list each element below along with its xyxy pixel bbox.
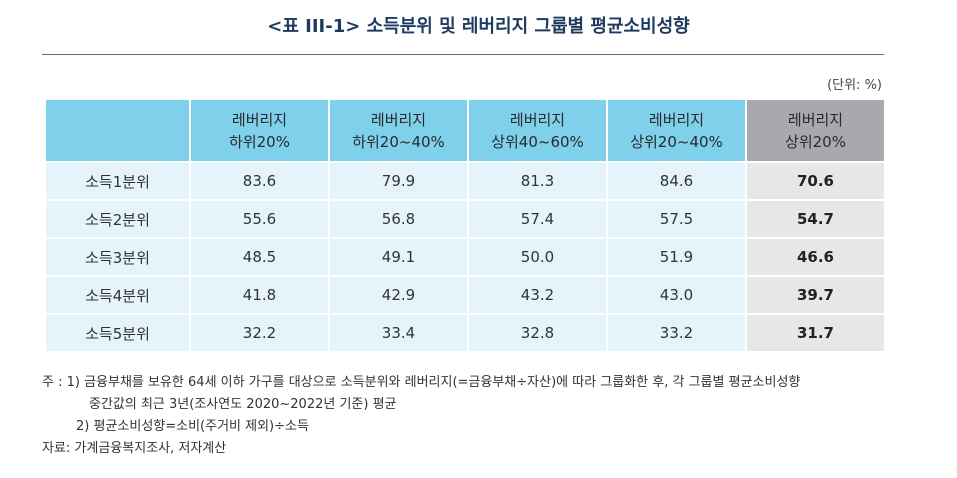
table-cell-highlight: 39.7	[747, 277, 884, 313]
table-cell: 41.8	[191, 277, 328, 313]
table-cell-highlight: 70.6	[747, 163, 884, 199]
table-cell: 42.9	[330, 277, 467, 313]
header-line: 상위20~40%	[630, 132, 723, 151]
table-cell: 33.2	[608, 315, 745, 351]
table-cell: 57.5	[608, 201, 745, 237]
table-cell: 43.0	[608, 277, 745, 313]
footnote-2: 2) 평균소비성향=소비(주거비 제외)÷소득	[76, 419, 309, 434]
unit-label: (단위: %)	[827, 78, 882, 93]
table-cell: 56.8	[330, 201, 467, 237]
table-cell: 50.0	[469, 239, 606, 275]
table-row: 소득5분위 32.2 33.4 32.8 33.2 31.7	[46, 315, 884, 351]
table-row: 소득1분위 83.6 79.9 81.3 84.6 70.6	[46, 163, 884, 199]
table-row: 소득4분위 41.8 42.9 43.2 43.0 39.7	[46, 277, 884, 313]
table-cell: 32.8	[469, 315, 606, 351]
table-cell: 51.9	[608, 239, 745, 275]
title-divider	[42, 54, 884, 55]
header-line: 상위40~60%	[491, 132, 584, 151]
header-line: 레버리지	[787, 110, 844, 129]
footnote-1-continued: 중간값의 최근 3년(조사연도 2020~2022년 기준) 평균	[89, 397, 397, 412]
header-line: 레버리지	[648, 110, 705, 129]
table-cell: 32.2	[191, 315, 328, 351]
row-label: 소득3분위	[46, 239, 189, 275]
table-row: 소득3분위 48.5 49.1 50.0 51.9 46.6	[46, 239, 884, 275]
table-cell: 81.3	[469, 163, 606, 199]
table-cell: 83.6	[191, 163, 328, 199]
row-label: 소득5분위	[46, 315, 189, 351]
table-cell: 33.4	[330, 315, 467, 351]
header-line: 레버리지	[509, 110, 566, 129]
table-cell-highlight: 31.7	[747, 315, 884, 351]
source-note: 자료: 가계금융복지조사, 저자계산	[42, 441, 227, 456]
table-cell: 43.2	[469, 277, 606, 313]
table-cell: 57.4	[469, 201, 606, 237]
header-line: 상위20%	[785, 132, 846, 151]
header-line: 하위20~40%	[352, 132, 445, 151]
row-label: 소득2분위	[46, 201, 189, 237]
table-title: <표 III-1> 소득분위 및 레버리지 그룹별 평균소비성향	[267, 16, 690, 37]
row-label: 소득4분위	[46, 277, 189, 313]
table-cell: 79.9	[330, 163, 467, 199]
header-line: 하위20%	[229, 132, 290, 151]
table-cell-highlight: 46.6	[747, 239, 884, 275]
table-cell: 84.6	[608, 163, 745, 199]
table-row: 소득2분위 55.6 56.8 57.4 57.5 54.7	[46, 201, 884, 237]
table-cell: 49.1	[330, 239, 467, 275]
header-corner-cell	[46, 100, 189, 161]
table-cell: 48.5	[191, 239, 328, 275]
header-line: 레버리지	[370, 110, 427, 129]
footnote-1: 주 : 1) 금융부채를 보유한 64세 이하 가구를 대상으로 소득분위와 레…	[42, 375, 801, 390]
row-label: 소득1분위	[46, 163, 189, 199]
header-line: 레버리지	[231, 110, 288, 129]
table-cell-highlight: 54.7	[747, 201, 884, 237]
table-cell: 55.6	[191, 201, 328, 237]
footnotes: 주 : 1) 금융부채를 보유한 64세 이하 가구를 대상으로 소득분위와 레…	[42, 372, 922, 460]
